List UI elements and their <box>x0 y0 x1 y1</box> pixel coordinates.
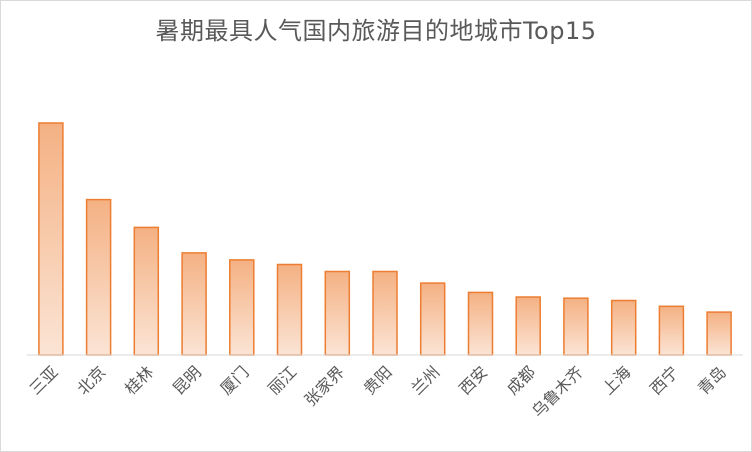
bar-丽江 <box>276 263 303 356</box>
x-tick-label: 张家界 <box>301 362 348 409</box>
x-tick-label: 贵阳 <box>360 362 396 398</box>
x-tick-label: 兰州 <box>407 362 443 398</box>
bar-西宁 <box>658 305 685 356</box>
bar-上海 <box>610 299 637 356</box>
chart-title: 暑期最具人气国内旅游目的地城市Top15 <box>155 17 597 45</box>
bar-乌鲁木齐 <box>563 297 589 356</box>
x-tick-label: 西宁 <box>646 362 682 398</box>
bar-西安 <box>467 291 494 356</box>
bar-厦门 <box>229 259 255 356</box>
bar-成都 <box>515 296 541 356</box>
x-tick-label: 昆明 <box>169 362 205 398</box>
x-tick-label: 三亚 <box>26 362 62 398</box>
x-tick-label: 乌鲁木齐 <box>528 362 587 421</box>
bar-北京 <box>85 198 112 356</box>
bar-贵阳 <box>372 270 398 356</box>
x-tick-label: 西安 <box>455 362 491 398</box>
x-tick-label: 成都 <box>503 362 539 398</box>
bar-青岛 <box>706 311 732 356</box>
bar-昆明 <box>181 252 207 356</box>
bar-兰州 <box>419 282 446 356</box>
x-tick-label: 桂林 <box>121 362 157 398</box>
bar-张家界 <box>324 270 351 356</box>
x-tick-label: 北京 <box>73 362 109 398</box>
x-tick-label: 上海 <box>598 362 634 398</box>
x-tick-label: 青岛 <box>694 362 730 398</box>
x-tick-label: 厦门 <box>217 362 253 398</box>
bar-桂林 <box>133 226 160 356</box>
bar-三亚 <box>38 122 64 356</box>
x-tick-label: 丽江 <box>264 362 300 398</box>
